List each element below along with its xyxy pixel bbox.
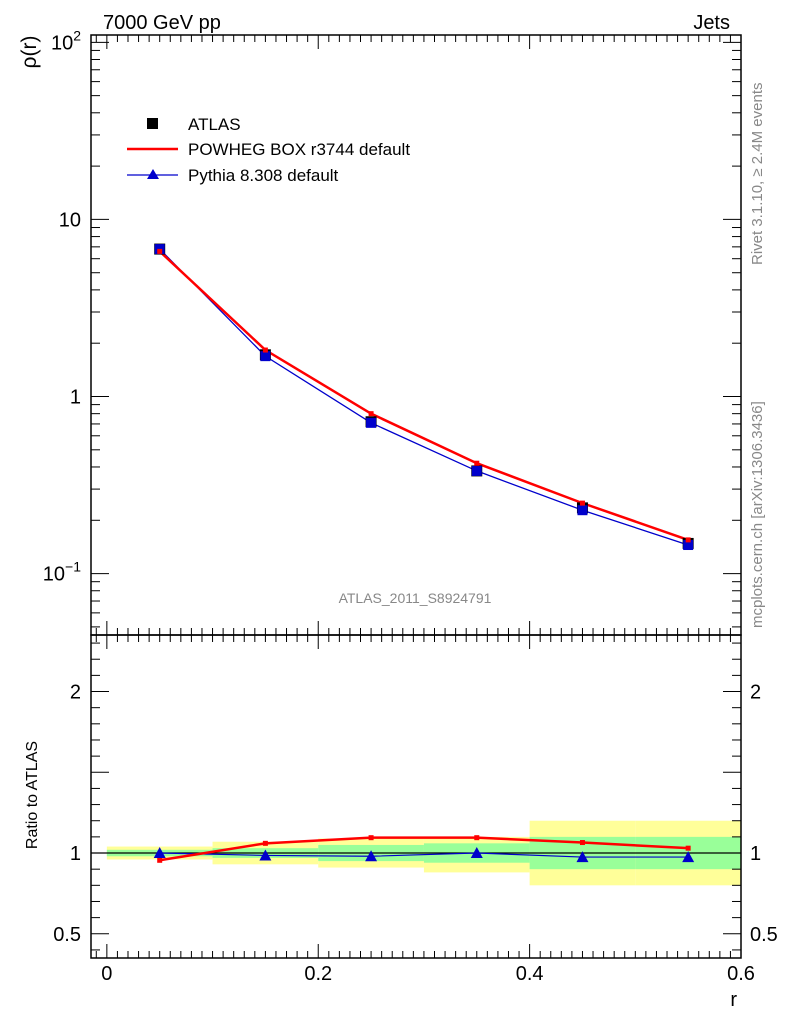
ratio-line-powheg	[159, 836, 689, 862]
ratio-pythia-marker	[682, 851, 695, 863]
main-y-tick-label: 10−1	[43, 559, 81, 586]
legend-atlas-label: ATLAS	[188, 115, 241, 134]
x-tick-label: 0	[101, 963, 112, 985]
ratio-powheg-point	[157, 857, 163, 863]
ratio-pythia-marker	[365, 850, 378, 862]
x-tick-label: 0.2	[304, 963, 332, 985]
powheg-point	[368, 411, 374, 417]
ratio-powheg-point	[368, 835, 374, 841]
ratio-powheg-point	[685, 845, 691, 851]
pythia-point	[260, 351, 271, 362]
ratio-y-tick-label-right: 2	[750, 682, 761, 704]
ratio-powheg-point	[262, 840, 268, 846]
ratio-ylabel: Ratio to ATLAS	[24, 741, 41, 849]
ratio-y-tick-label: 1	[70, 843, 81, 865]
legend-powheg-label: POWHEG BOX r3744 default	[188, 140, 410, 159]
mcplots-side-label: mcplots.cern.ch [arXiv:1306.3436]	[749, 401, 766, 628]
ratio-pythia-marker	[470, 847, 483, 859]
main-y-tick-label: 102	[51, 27, 81, 54]
ratio-powheg-point	[579, 840, 585, 846]
ratio-line-pythia	[159, 852, 689, 858]
ratio-y-tick-label: 0.5	[53, 924, 81, 946]
x-tick-label: 0.4	[516, 963, 544, 985]
ratio-pythia-marker	[576, 851, 589, 863]
series-line-powheg	[158, 250, 689, 542]
pythia-point	[683, 540, 694, 551]
ratio-y-tick-label-right: 1	[750, 843, 761, 865]
main-y-tick-label: 1	[70, 387, 81, 409]
pythia-point	[366, 417, 377, 428]
powheg-point	[685, 537, 691, 543]
header-left-label: 7000 GeV pp	[103, 12, 221, 34]
powheg-point	[474, 460, 480, 466]
series-line-pythia	[159, 248, 689, 546]
powheg-point	[579, 500, 585, 506]
legend-pythia-marker	[147, 169, 159, 179]
ratio-plot-frame	[90, 634, 742, 959]
legend-atlas-marker	[147, 118, 158, 129]
ratio-pythia-marker	[259, 849, 272, 861]
legend-pythia-label: Pythia 8.308 default	[188, 166, 339, 185]
powheg-point	[157, 248, 163, 254]
main-ylabel: ρ(r)	[18, 36, 41, 69]
ratio-powheg-point	[474, 835, 480, 841]
ratio-y-tick-label: 2	[70, 682, 81, 704]
x-axis-label: r	[730, 989, 737, 1011]
powheg-point	[262, 347, 268, 353]
ratio-pythia-marker	[153, 847, 166, 859]
x-tick-label: 0.6	[727, 963, 755, 985]
header-right-label: Jets	[693, 12, 730, 34]
main-y-tick-label: 10	[59, 209, 81, 231]
pythia-point	[577, 505, 588, 516]
legend: ATLAS POWHEG BOX r3744 default Pythia 8.…	[127, 115, 410, 185]
rivet-side-label: Rivet 3.1.10, ≥ 2.4M events	[749, 83, 766, 266]
pythia-point	[471, 465, 482, 476]
analysis-watermark: ATLAS_2011_S8924791	[339, 590, 492, 606]
ratio-y-tick-label-right: 0.5	[750, 924, 778, 946]
